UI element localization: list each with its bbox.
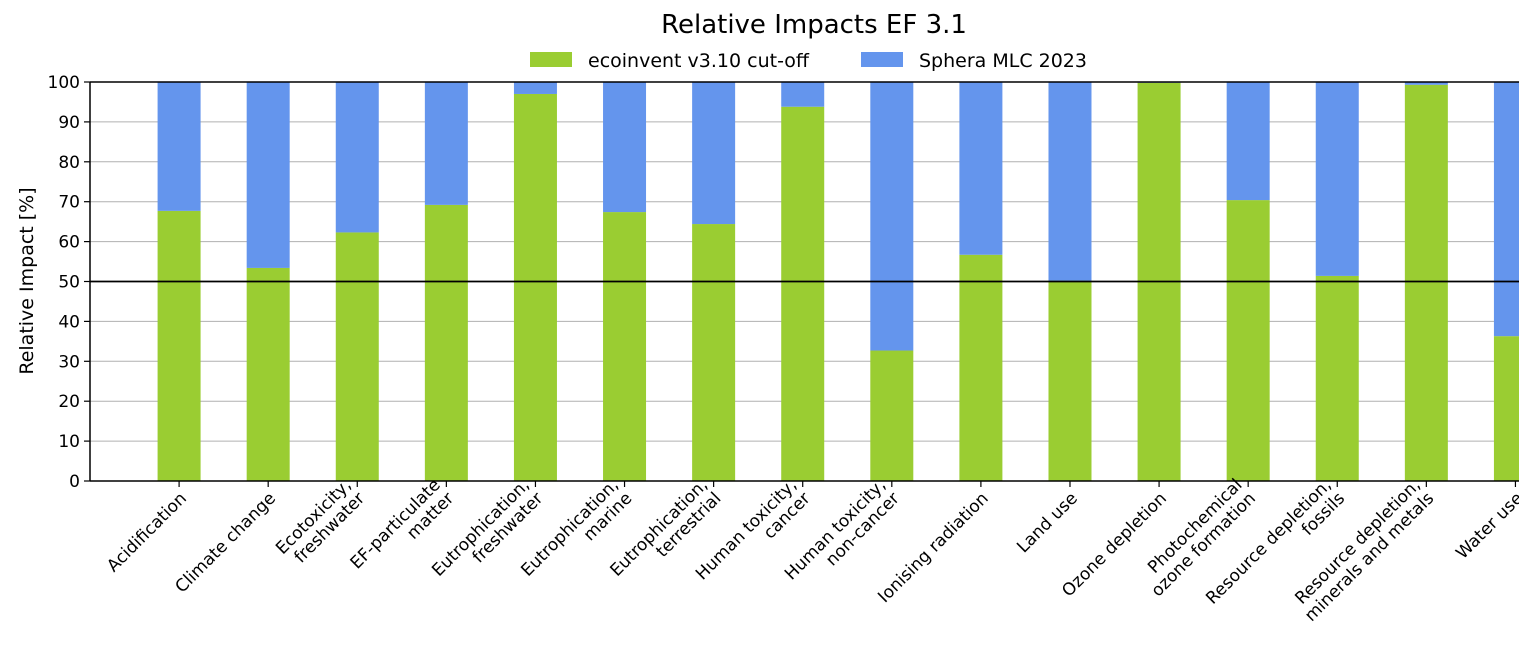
legend-label-ecoinvent: ecoinvent v3.10 cut-off — [588, 50, 810, 72]
y-axis-label: Relative Impact [%] — [16, 187, 38, 374]
bar-ecoinvent — [1493, 336, 1519, 481]
x-tick-label: Acidification — [103, 489, 191, 577]
bar-sphera — [335, 82, 379, 233]
bar-sphera — [1226, 82, 1270, 201]
y-tick-label: 80 — [58, 153, 80, 173]
y-tick-label: 20 — [58, 392, 80, 412]
x-tick-label: Land use — [1013, 489, 1082, 558]
bar-sphera — [1048, 82, 1092, 281]
bar-ecoinvent — [513, 93, 557, 481]
legend-swatch-ecoinvent — [530, 52, 572, 67]
bar-sphera — [157, 82, 201, 211]
bar-sphera — [1404, 82, 1448, 85]
bar-ecoinvent — [692, 224, 736, 481]
chart-title: Relative Impacts EF 3.1 — [661, 10, 967, 40]
bar-ecoinvent — [157, 210, 201, 481]
bar-ecoinvent — [603, 212, 647, 481]
legend-swatch-sphera — [861, 52, 903, 67]
legend: ecoinvent v3.10 cut-off Sphera MLC 2023 — [530, 50, 1087, 72]
y-tick-label: 70 — [58, 193, 80, 213]
bar-ecoinvent — [1404, 84, 1448, 481]
bar-sphera — [959, 82, 1003, 255]
x-tick-label: Water use — [1452, 489, 1519, 564]
bar-ecoinvent — [246, 267, 290, 481]
bar-ecoinvent — [1315, 275, 1359, 481]
bar-sphera — [1315, 82, 1359, 276]
bar-ecoinvent — [781, 106, 825, 481]
bar-sphera — [603, 82, 647, 213]
bar-ecoinvent — [959, 254, 1003, 481]
bar-sphera — [424, 82, 468, 205]
y-tick-label: 50 — [58, 273, 80, 293]
y-ticks: 0 10 20 30 40 50 60 70 80 90 100 — [48, 73, 90, 492]
y-tick-label: 40 — [58, 312, 80, 332]
bar-ecoinvent — [870, 350, 914, 481]
bar-sphera — [692, 82, 736, 225]
legend-label-sphera: Sphera MLC 2023 — [919, 50, 1087, 72]
bar-sphera — [781, 82, 825, 107]
y-tick-label: 30 — [58, 352, 80, 372]
axes — [89, 81, 1519, 482]
bar-sphera — [246, 82, 290, 268]
y-tick-label: 90 — [58, 113, 80, 133]
y-tick-label: 10 — [58, 432, 80, 452]
bar-ecoinvent — [1048, 280, 1092, 481]
bar-sphera — [1493, 82, 1519, 337]
bar-ecoinvent — [335, 232, 379, 481]
bars — [157, 82, 1519, 481]
y-tick-label: 100 — [48, 73, 80, 93]
y-tick-label: 60 — [58, 233, 80, 253]
bar-sphera — [513, 82, 557, 94]
y-tick-label: 0 — [69, 472, 80, 492]
bar-sphera — [870, 82, 914, 351]
bar-ecoinvent — [424, 204, 468, 481]
bar-ecoinvent — [1226, 200, 1270, 481]
